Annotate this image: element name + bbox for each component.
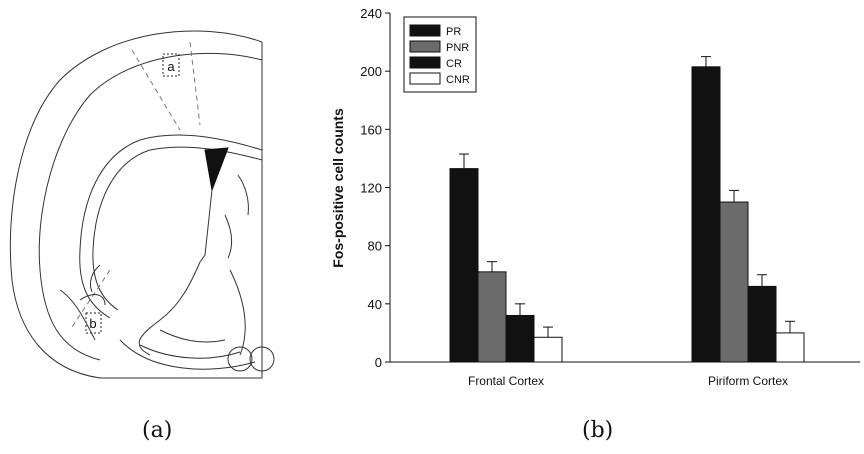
chart-legend: PR PNR CR CNR: [403, 16, 477, 93]
x-category-label: Frontal Cortex: [468, 374, 544, 388]
region-b-box: [85, 312, 102, 334]
bar-chart-panel: 0 40 80 120 160 200 240 Frontal Cortex Piriform …: [300, 0, 864, 449]
brain-section-diagram: a b: [0, 0, 300, 449]
region-a-box: [162, 53, 180, 77]
region-a-label: a: [167, 59, 175, 74]
legend-swatch-cnr: [409, 72, 441, 85]
y-axis-label: Fos-positive cell counts: [330, 108, 346, 268]
legend-swatch-pr: [409, 24, 441, 37]
chart-bars: [449, 56, 805, 363]
ventricle: [204, 147, 229, 192]
y-tick-label: 80: [368, 239, 382, 254]
y-tick-label: 200: [360, 64, 382, 79]
y-tick-label: 0: [375, 355, 382, 370]
dashed-boundary-2: [189, 41, 201, 126]
optic-structure-1: [227, 346, 253, 372]
y-tick-label: 240: [360, 6, 382, 21]
bar-pnr-frontal: [477, 271, 507, 363]
y-tick-label: 40: [368, 297, 382, 312]
caption-b: (b): [582, 418, 614, 443]
legend-swatch-cr: [409, 56, 441, 69]
legend-label-cnr: CNR: [446, 74, 470, 86]
x-category-label: Piriform Cortex: [708, 374, 788, 388]
optic-structure-2: [249, 346, 275, 372]
bar-chart-svg: 0 40 80 120 160 200 240 Frontal Cortex Piriform …: [330, 6, 860, 388]
corpus-callosum: [79, 134, 263, 319]
region-b-label: b: [89, 316, 96, 331]
bar-pr-frontal: [449, 168, 479, 363]
legend-swatch-pnr: [409, 40, 441, 53]
y-tick-label: 160: [360, 122, 382, 137]
cortex-boundary: [38, 52, 263, 361]
hemisphere-outline: [9, 30, 263, 379]
y-tick-label: 120: [360, 181, 382, 196]
bar-pnr-piriform: [719, 201, 749, 363]
bar-cnr-frontal: [533, 336, 563, 363]
legend-label-cr: CR: [446, 58, 462, 70]
legend-label-pr: PR: [446, 26, 461, 38]
legend-label-pnr: PNR: [446, 42, 469, 54]
bar-pr-piriform: [691, 66, 721, 363]
bar-cr-frontal: [505, 314, 535, 363]
bar-cnr-piriform: [775, 332, 805, 363]
dashed-boundary-1: [131, 49, 181, 131]
bar-cr-piriform: [747, 285, 777, 363]
caption-a: (a): [142, 418, 173, 443]
brain-section-svg: a b: [9, 30, 275, 379]
